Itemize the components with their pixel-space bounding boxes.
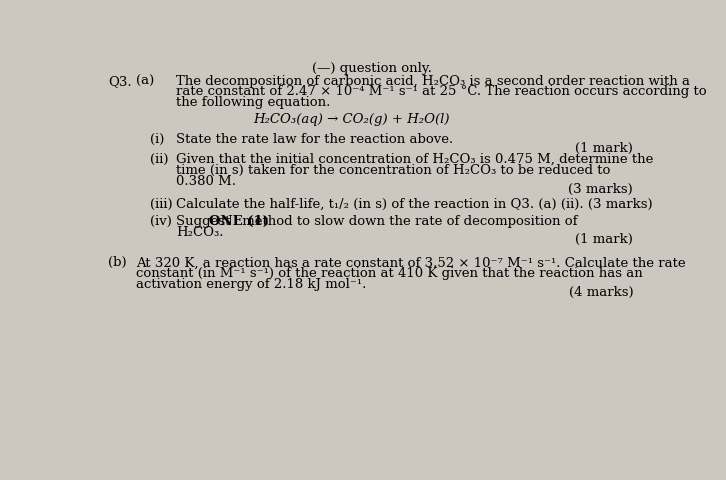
Text: Q3.: Q3. bbox=[107, 74, 131, 87]
Text: Given that the initial concentration of H₂CO₃ is 0.475 M, determine the: Given that the initial concentration of … bbox=[176, 153, 653, 166]
Text: (4 marks): (4 marks) bbox=[568, 285, 633, 298]
Text: H₂CO₃.: H₂CO₃. bbox=[176, 225, 224, 238]
Text: ONE (1): ONE (1) bbox=[209, 215, 269, 228]
Text: (1 mark): (1 mark) bbox=[576, 142, 633, 155]
Text: (a): (a) bbox=[136, 74, 154, 87]
Text: method to slow down the rate of decomposition of: method to slow down the rate of decompos… bbox=[237, 215, 577, 228]
Text: the following equation.: the following equation. bbox=[176, 96, 330, 109]
Text: Calculate the half-life, t₁/₂ (in s) of the reaction in Q3. (a) (ii). (3 marks): Calculate the half-life, t₁/₂ (in s) of … bbox=[176, 197, 653, 210]
Text: time (in s) taken for the concentration of H₂CO₃ to be reduced to: time (in s) taken for the concentration … bbox=[176, 164, 611, 177]
Text: The decomposition of carbonic acid, H₂CO₃ is a second order reaction with a: The decomposition of carbonic acid, H₂CO… bbox=[176, 74, 690, 87]
Text: activation energy of 2.18 kJ mol⁻¹.: activation energy of 2.18 kJ mol⁻¹. bbox=[136, 277, 366, 290]
Text: constant (in M⁻¹ s⁻¹) of the reaction at 410 K given that the reaction has an: constant (in M⁻¹ s⁻¹) of the reaction at… bbox=[136, 266, 643, 279]
Text: (1 mark): (1 mark) bbox=[576, 233, 633, 246]
Text: (—) question only.: (—) question only. bbox=[312, 61, 432, 74]
Text: (i): (i) bbox=[150, 133, 164, 146]
Text: (iv): (iv) bbox=[150, 215, 171, 228]
Text: rate constant of 2.47 × 10⁻⁴ M⁻¹ s⁻¹ at 25 °C. The reaction occurs according to: rate constant of 2.47 × 10⁻⁴ M⁻¹ s⁻¹ at … bbox=[176, 85, 706, 98]
Text: (ii): (ii) bbox=[150, 153, 168, 166]
Text: H₂CO₃(aq) → CO₂(g) + H₂O(l): H₂CO₃(aq) → CO₂(g) + H₂O(l) bbox=[253, 113, 450, 126]
Text: (b): (b) bbox=[107, 256, 126, 269]
Text: Suggest: Suggest bbox=[176, 215, 234, 228]
Text: (iii): (iii) bbox=[150, 197, 172, 210]
Text: (3 marks): (3 marks) bbox=[568, 182, 633, 195]
Text: 0.380 M.: 0.380 M. bbox=[176, 174, 236, 187]
Text: State the rate law for the reaction above.: State the rate law for the reaction abov… bbox=[176, 133, 453, 146]
Text: At 320 K, a reaction has a rate constant of 3.52 × 10⁻⁷ M⁻¹ s⁻¹. Calculate the r: At 320 K, a reaction has a rate constant… bbox=[136, 256, 685, 269]
